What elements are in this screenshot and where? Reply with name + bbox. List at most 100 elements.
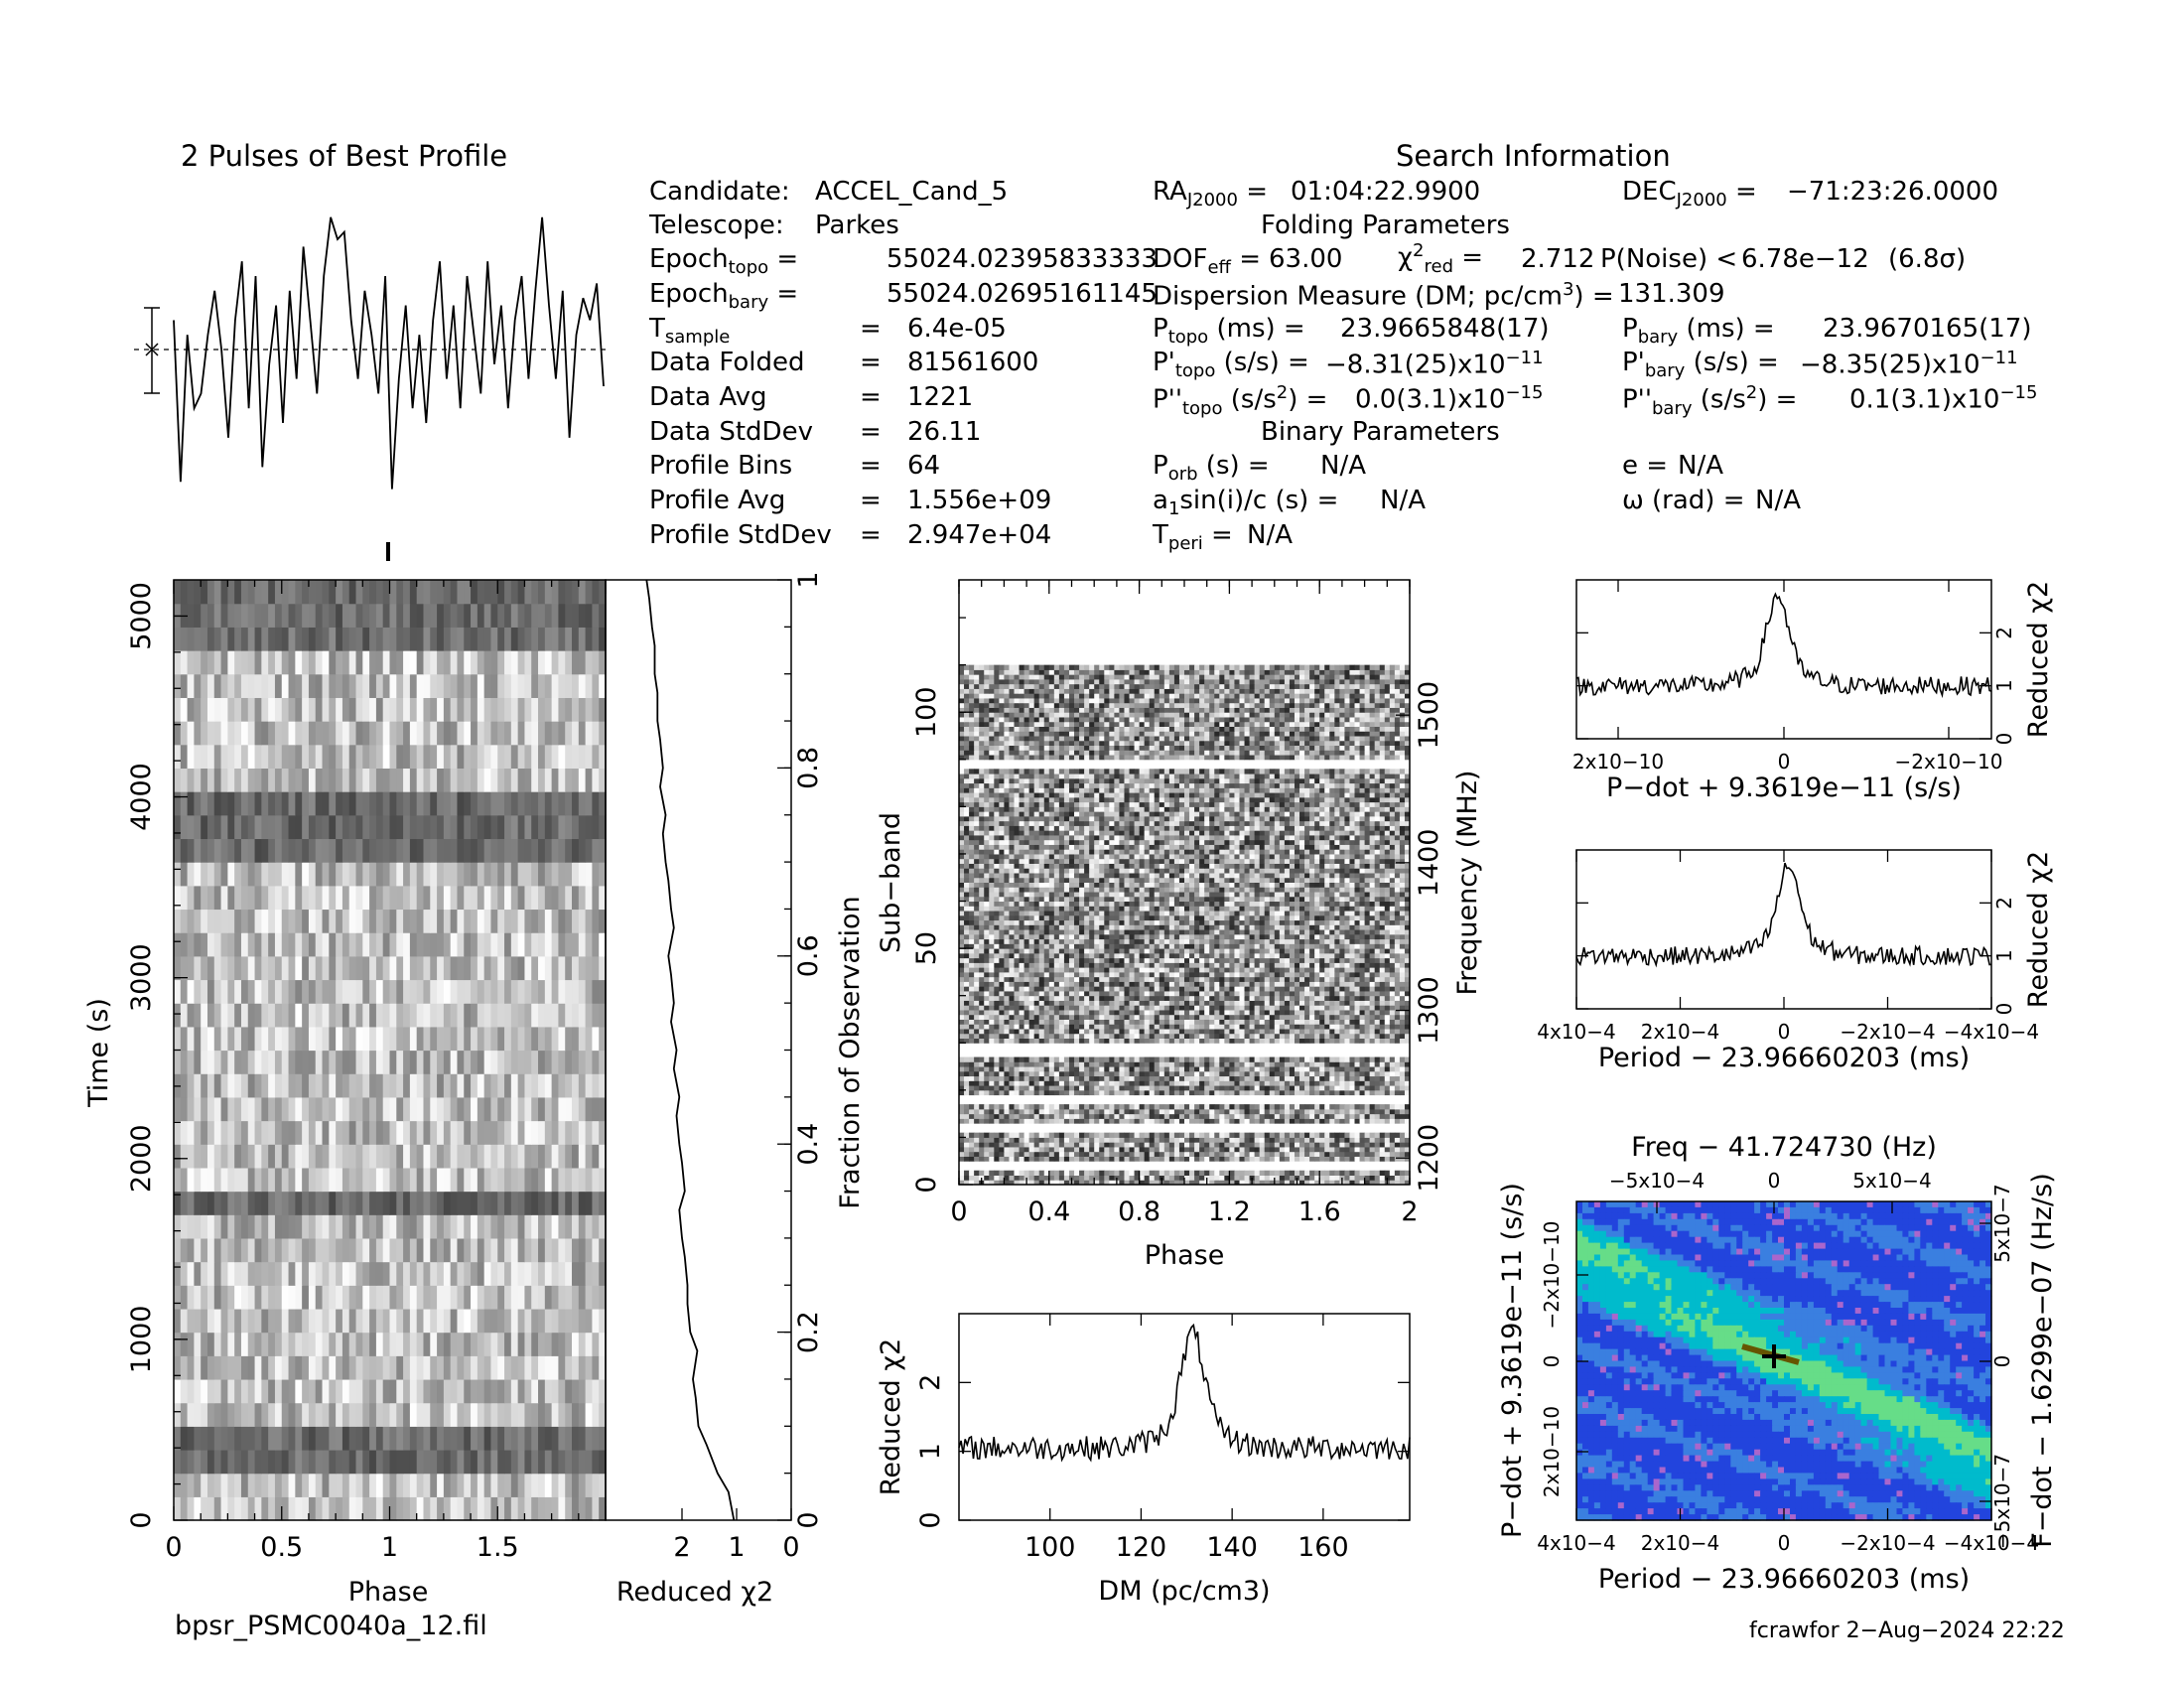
subband-cell xyxy=(1173,1056,1180,1062)
time-phase-cell xyxy=(490,1449,498,1475)
subband-cell xyxy=(1244,1089,1251,1096)
subband-cell xyxy=(1119,1118,1125,1124)
time-phase-cell xyxy=(261,1237,269,1263)
time-phase-cell xyxy=(234,1426,242,1451)
time-phase-cell xyxy=(592,1237,600,1263)
subband-cell xyxy=(1019,1170,1025,1176)
subband-cell xyxy=(1099,1089,1105,1096)
subband-cell xyxy=(1043,1089,1050,1096)
subband-cell xyxy=(1274,1089,1281,1096)
subband-cell xyxy=(1119,1151,1125,1157)
time-phase-cell xyxy=(213,1144,222,1169)
time-phase-cell xyxy=(572,1261,580,1286)
subband-cell xyxy=(1334,1085,1340,1091)
subband-cell xyxy=(1394,1061,1401,1067)
time-phase-cell xyxy=(531,862,539,887)
time-phase-cell xyxy=(430,1285,438,1310)
time-phase-cell xyxy=(483,1285,492,1310)
time-phase-cell xyxy=(247,1003,256,1028)
time-phase-cell xyxy=(409,1073,418,1098)
time-phase-cell xyxy=(572,885,580,911)
subband-cell xyxy=(1349,1108,1356,1115)
subband-cell xyxy=(999,1113,1005,1119)
time-phase-cell xyxy=(538,1167,546,1193)
subband-cell xyxy=(1369,1070,1376,1077)
subband-cell xyxy=(1274,1061,1281,1067)
time-phase-cell xyxy=(362,1120,370,1145)
time-phase-cell xyxy=(423,1120,431,1145)
subband-cell xyxy=(1189,1038,1195,1044)
time-phase-cell xyxy=(234,1332,242,1356)
time-phase-cell xyxy=(497,838,505,863)
time-phase-cell xyxy=(483,627,492,651)
subband-cell xyxy=(1124,1089,1131,1096)
time-phase-cell xyxy=(308,979,317,1004)
subband-cell xyxy=(1299,1028,1305,1035)
time-phase-cell xyxy=(457,955,465,981)
subband-cell xyxy=(1178,1151,1185,1157)
subband-cell xyxy=(1043,1061,1050,1067)
time-phase-cell xyxy=(308,1237,317,1263)
subband-cell xyxy=(1173,1170,1180,1176)
time-phase-cell xyxy=(274,603,283,628)
time-phase-cell xyxy=(240,768,249,792)
subband-cell xyxy=(1269,1038,1276,1044)
time-phase-cell xyxy=(403,1120,411,1145)
time-phase-cell xyxy=(261,744,269,770)
subband-cell xyxy=(1028,1066,1035,1072)
time-phase-cell xyxy=(416,673,425,698)
time-phase-cell xyxy=(194,838,202,863)
subband-cell xyxy=(1173,1085,1180,1091)
subband-cell xyxy=(1279,1118,1286,1124)
time-phase-cell xyxy=(295,1473,303,1497)
time-phase-cell xyxy=(240,909,249,933)
subband-cell xyxy=(1219,1056,1225,1062)
time-phase-cell xyxy=(213,1449,222,1475)
subband-cell xyxy=(1163,1089,1170,1096)
subband-cell xyxy=(1389,1156,1396,1162)
tperi-value: N/A xyxy=(1247,520,1293,550)
subband-cell xyxy=(1109,1033,1115,1040)
subband-cell xyxy=(1163,1038,1170,1044)
subband-cell xyxy=(1354,1038,1361,1044)
time-phase-cell xyxy=(565,1378,573,1404)
time-phase-cell xyxy=(234,1449,242,1475)
subband-cell xyxy=(1109,1070,1115,1077)
time-phase-cell xyxy=(437,1402,445,1427)
time-phase-cell xyxy=(268,1473,276,1497)
time-phase-cell xyxy=(261,1496,269,1521)
time-phase-cell xyxy=(551,1003,560,1028)
subband-cell xyxy=(1299,1118,1305,1124)
subband-cell xyxy=(974,1180,980,1186)
time-phase-cell xyxy=(585,1096,594,1122)
time-phase-cell xyxy=(194,1237,202,1263)
porb-label: Porb (s) = xyxy=(1153,451,1270,486)
time-phase-cell xyxy=(336,1003,343,1028)
time-phase-cell xyxy=(234,1261,242,1286)
time-phase-cell xyxy=(504,673,512,698)
time-phase-cell xyxy=(551,1402,560,1427)
time-phase-cell xyxy=(201,721,208,746)
time-phase-cell xyxy=(234,1473,242,1497)
subband-cell xyxy=(1159,1038,1165,1044)
subband-cell xyxy=(1154,1146,1160,1153)
subband-cell xyxy=(1184,1066,1190,1072)
subband-cell xyxy=(1314,1056,1320,1062)
subband-cell xyxy=(1379,1142,1386,1148)
time-phase-cell xyxy=(517,1449,526,1475)
subband-cell xyxy=(1294,1142,1300,1148)
subband-cell xyxy=(1114,1056,1120,1062)
time-phase-cell xyxy=(599,791,607,816)
time-phase-cell xyxy=(315,955,324,981)
time-phase-cell xyxy=(497,721,505,746)
subband-cell xyxy=(1074,1024,1080,1030)
subband-cell xyxy=(1369,1156,1376,1162)
subband-cell xyxy=(1399,1061,1406,1067)
subband-cell xyxy=(959,1170,965,1176)
time-phase-cell xyxy=(565,721,573,746)
time-phase-cell xyxy=(254,1473,262,1497)
time-phase-cell xyxy=(524,909,532,933)
time-phase-cell xyxy=(213,1050,222,1074)
time-phase-cell xyxy=(369,909,377,933)
time-phase-cell xyxy=(416,932,425,957)
